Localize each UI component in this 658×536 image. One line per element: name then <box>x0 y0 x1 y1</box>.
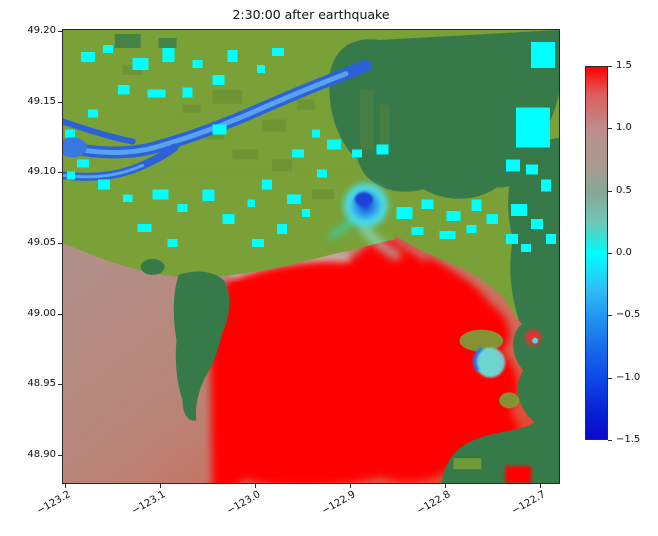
colorbar-tick-label: −0.5 <box>616 309 641 320</box>
colorbar-tick-label: 1.5 <box>616 60 632 71</box>
x-tick-mark <box>65 484 66 488</box>
x-tick-label: −122.7 <box>509 489 548 518</box>
colorbar <box>585 66 608 440</box>
y-tick-label: 49.00 <box>27 308 56 319</box>
colorbar-tick-mark <box>608 315 612 316</box>
y-tick-label: 49.05 <box>27 237 56 248</box>
y-tick-mark <box>58 172 62 173</box>
y-tick-label: 49.20 <box>27 25 56 36</box>
colorbar-tick-label: −1.0 <box>616 372 641 383</box>
colorbar-tick-mark <box>608 66 612 67</box>
colorbar-tick-mark <box>608 253 612 254</box>
colorbar-tick-label: 1.0 <box>616 122 632 133</box>
map-image <box>63 30 559 483</box>
x-tick-label: −123.1 <box>129 489 168 518</box>
y-tick-label: 48.95 <box>27 378 56 389</box>
y-tick-mark <box>58 455 62 456</box>
colorbar-tick-label: −1.5 <box>616 434 641 445</box>
y-tick-mark <box>58 31 62 32</box>
y-tick-mark <box>58 102 62 103</box>
x-tick-mark <box>540 484 541 488</box>
colorbar-tick-mark <box>608 191 612 192</box>
colorbar-tick-mark <box>608 440 612 441</box>
x-tick-mark <box>160 484 161 488</box>
y-tick-mark <box>58 243 62 244</box>
x-tick-label: −123.0 <box>224 489 263 518</box>
y-tick-mark <box>58 314 62 315</box>
x-tick-label: −122.8 <box>414 489 453 518</box>
plot-title: 2:30:00 after earthquake <box>232 7 390 22</box>
colorbar-tick-label: 0.5 <box>616 185 632 196</box>
x-tick-label: −122.9 <box>319 489 358 518</box>
y-tick-label: 48.90 <box>27 449 56 460</box>
y-tick-mark <box>58 384 62 385</box>
y-tick-label: 49.15 <box>27 96 56 107</box>
x-tick-label: −123.2 <box>34 489 73 518</box>
x-tick-mark <box>255 484 256 488</box>
colorbar-tick-mark <box>608 378 612 379</box>
colorbar-tick-label: 0.0 <box>616 247 632 258</box>
y-tick-label: 49.10 <box>27 166 56 177</box>
x-tick-mark <box>445 484 446 488</box>
colorbar-tick-mark <box>608 128 612 129</box>
x-tick-mark <box>350 484 351 488</box>
map-plot <box>62 29 560 484</box>
